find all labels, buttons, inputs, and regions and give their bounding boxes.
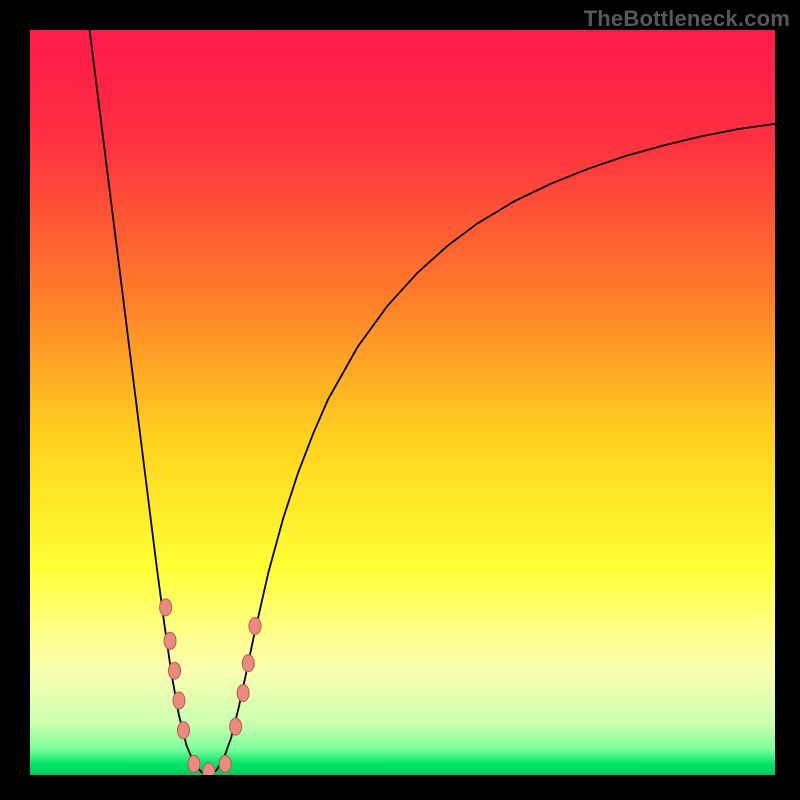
marker-point xyxy=(173,692,185,709)
marker-point xyxy=(188,755,200,772)
marker-point xyxy=(230,718,242,735)
marker-point xyxy=(249,618,261,635)
marker-point xyxy=(169,662,181,679)
plot-area xyxy=(30,30,775,775)
chart-canvas: TheBottleneck.com xyxy=(0,0,800,800)
marker-point xyxy=(219,755,231,772)
gradient-background xyxy=(30,30,775,775)
watermark-text: TheBottleneck.com xyxy=(584,6,790,32)
marker-point xyxy=(242,655,254,672)
marker-point xyxy=(203,763,215,775)
marker-point xyxy=(160,599,172,616)
plot-svg xyxy=(30,30,775,775)
marker-point xyxy=(177,722,189,739)
marker-point xyxy=(237,685,249,702)
marker-point xyxy=(164,632,176,649)
